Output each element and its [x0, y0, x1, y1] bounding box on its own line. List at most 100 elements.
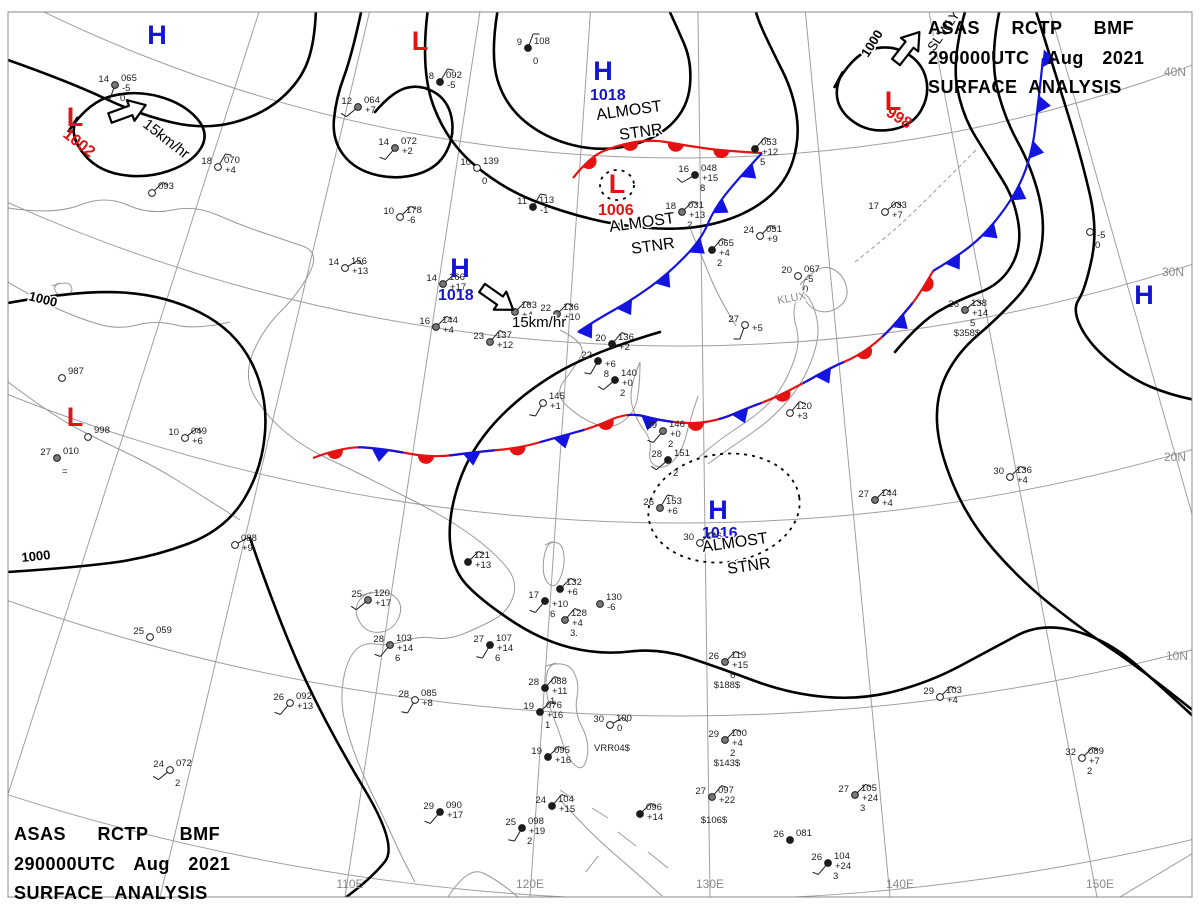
- station-circle-icon: [432, 323, 440, 331]
- station-text: 0: [482, 176, 487, 187]
- wind-barb-icon: [445, 273, 455, 283]
- pressure-center-low: L: [412, 26, 429, 56]
- station-text: +4: [443, 325, 454, 336]
- station-text: +13: [352, 266, 368, 277]
- station-text: 14: [426, 273, 437, 284]
- station-text: +13: [689, 210, 705, 221]
- station-circle-icon: [606, 721, 614, 729]
- station-text: 136: [1016, 465, 1032, 476]
- station-text: 095: [554, 745, 570, 756]
- station-plot: 987: [58, 366, 84, 382]
- station-plot: 27 105+243: [838, 783, 878, 814]
- station-text: 17: [528, 590, 539, 601]
- cold-front-symbol: [553, 433, 571, 449]
- wind-barb-icon: [514, 830, 521, 842]
- map-annotation: 15km/hr: [512, 314, 566, 331]
- station-plot: 29 090+17: [423, 800, 463, 824]
- station-text: 10: [383, 206, 394, 217]
- wind-barb-feather-icon: [550, 700, 557, 705]
- warm-front-symbol: [921, 276, 934, 292]
- station-circle-icon: [596, 600, 604, 608]
- station-text: 10: [460, 157, 471, 168]
- wind-barb-feather-icon: [540, 193, 547, 196]
- station-text: +16: [555, 755, 571, 766]
- parallel-line: [8, 201, 1192, 347]
- isobar-line: [248, 536, 390, 897]
- station-text: 104: [834, 851, 850, 862]
- station-plot: 26 092+13: [273, 691, 313, 715]
- station-text: 100: [731, 728, 747, 739]
- station-text: 14: [378, 137, 389, 148]
- station-circle-icon: [539, 399, 547, 407]
- station-circle-icon: [146, 633, 154, 641]
- station-circle-icon: [1078, 754, 1086, 762]
- wind-barb-feather-icon: [554, 676, 561, 680]
- station-circle-icon: [53, 454, 61, 462]
- wind-barb-icon: [553, 794, 563, 804]
- station-text: 3.: [570, 628, 578, 639]
- station-text: 0: [1095, 240, 1100, 251]
- graticule-labels-layer: 110E 120E 130E 140E 150E 40N 30N 20N 10N: [336, 65, 1188, 891]
- wind-barb-icon: [877, 489, 886, 498]
- wind-barb-feather-icon: [478, 550, 485, 555]
- station-circle-icon: [786, 409, 794, 417]
- station-text: 14: [328, 257, 339, 268]
- station-text: 2: [1087, 766, 1092, 777]
- station-circle-icon: [354, 103, 362, 111]
- station-text: 145: [549, 391, 565, 402]
- cold-front-symbol: [1036, 95, 1051, 114]
- title-product-line: ASAS RCTP BMF: [928, 18, 1135, 38]
- wind-barb-icon: [219, 153, 226, 165]
- coastline: [542, 541, 565, 587]
- wind-barb-feather-icon: [885, 488, 892, 493]
- wind-barb-icon: [109, 88, 115, 100]
- station-text: +6: [192, 436, 203, 447]
- wind-barb-feather-icon: [567, 302, 574, 307]
- longitude-label: 130E: [696, 877, 724, 891]
- station-text: 2: [175, 778, 180, 789]
- station-text: 29: [646, 420, 657, 431]
- station-text: +4: [882, 498, 893, 509]
- station-circle-icon: [691, 171, 699, 179]
- warm-front-symbol: [417, 455, 434, 464]
- station-circle-icon: [386, 641, 394, 649]
- station-plot: 29 146+02: [646, 419, 684, 450]
- station-text: 28: [651, 449, 662, 460]
- cold-front-symbol: [1042, 49, 1056, 68]
- station-plot: 26 138+145$358$: [948, 298, 988, 339]
- station-text: 128: [571, 608, 587, 619]
- wind-barb-icon: [154, 182, 163, 191]
- warm-front-symbol: [687, 422, 704, 431]
- wind-barb-feather-icon: [622, 717, 629, 723]
- station-text: 2: [673, 468, 678, 479]
- station-text: 138: [971, 298, 987, 309]
- movement-arrow-icon: [478, 282, 515, 311]
- station-circle-icon: [659, 427, 667, 435]
- station-text: 27: [858, 489, 869, 500]
- cold-front-symbol: [731, 407, 749, 424]
- station-text: 072: [176, 758, 192, 769]
- station-text: 107: [496, 633, 512, 644]
- station-text: +4: [522, 310, 533, 321]
- warm-front-symbol: [857, 346, 873, 360]
- station-circle-icon: [741, 321, 749, 329]
- station-text: 24: [535, 795, 546, 806]
- station-text: 1: [545, 720, 550, 731]
- station-plot: 27 144+4: [858, 488, 896, 509]
- cold-front-symbol: [462, 451, 481, 466]
- station-text: 104: [558, 794, 574, 805]
- cold-front-symbol: [1029, 141, 1045, 159]
- station-text: 108: [534, 36, 550, 47]
- station-text: 113: [539, 195, 554, 206]
- station-text: 26: [773, 829, 784, 840]
- station-text: +12: [762, 147, 778, 158]
- station-text: 153: [666, 496, 682, 507]
- station-text: 2: [730, 748, 735, 759]
- station-plot: 128+43.: [561, 608, 587, 639]
- station-text: 11: [517, 196, 527, 207]
- wind-barb-feather-icon: [896, 201, 903, 207]
- station-circle-icon: [396, 213, 404, 221]
- station-circle-icon: [611, 376, 619, 384]
- wind-barb-icon: [967, 299, 977, 309]
